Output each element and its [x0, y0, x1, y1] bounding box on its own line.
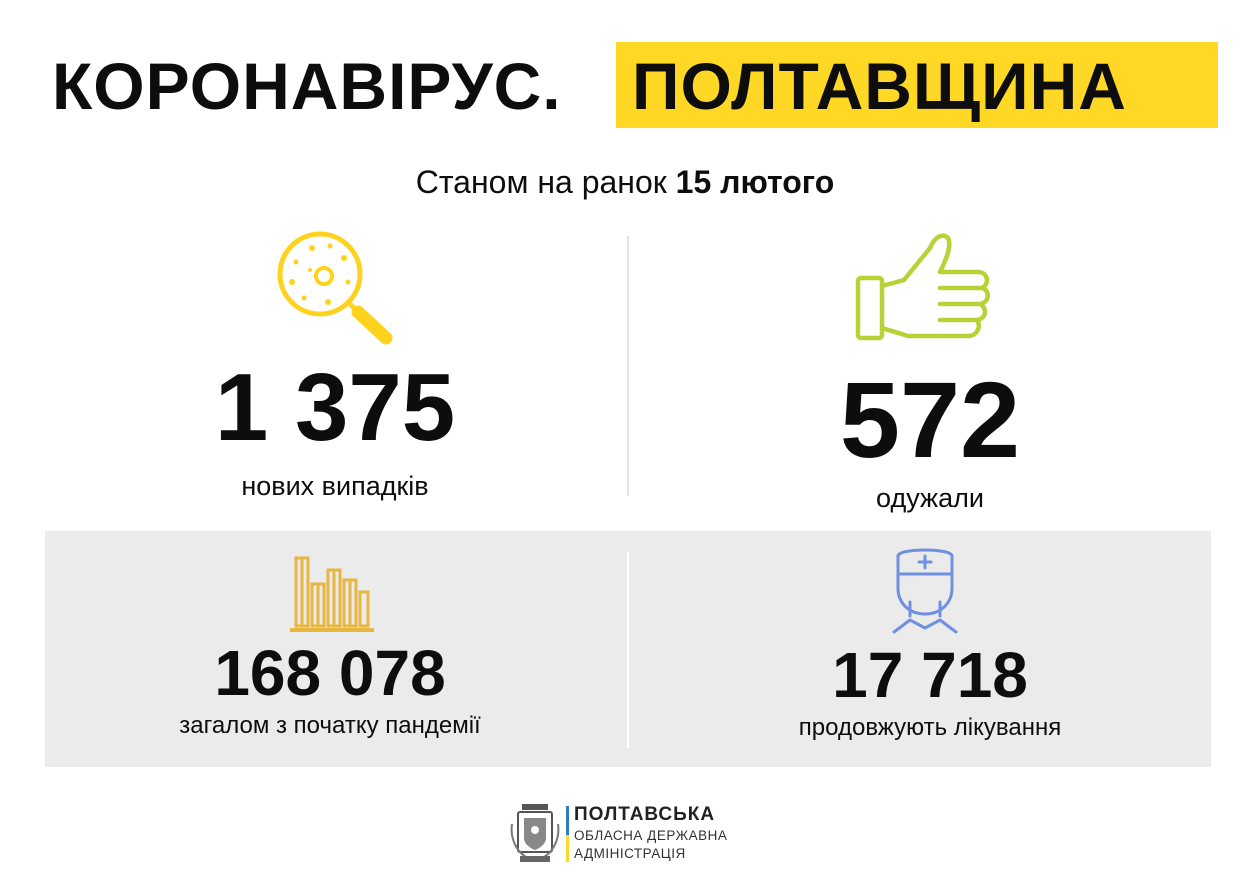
footer-flag-blue: [566, 806, 569, 862]
new-cases-value: 1 375: [214, 354, 456, 461]
footer-org-line1: ПОЛТАВСЬКА: [574, 804, 716, 825]
recovered-label: одужали: [876, 483, 984, 513]
footer-org-line3: АДМІНІСТРАЦІЯ: [574, 846, 686, 861]
bottom-divider: [627, 552, 629, 748]
treatment-label: продовжують лікування: [798, 714, 1062, 741]
total-value: 168 078: [214, 637, 446, 709]
top-divider: [627, 236, 629, 496]
date-value: 15 лютого: [675, 164, 835, 200]
title-koronavirus: КОРОНАВІРУС.: [52, 49, 562, 123]
title-highlight-box: [616, 42, 1218, 128]
doctor-icon: [892, 548, 958, 634]
footer-org-line2: ОБЛАСНА ДЕРЖАВНА: [574, 828, 728, 843]
title-region: ПОЛТАВЩИНА: [632, 49, 1127, 123]
total-label: загалом з початку пандемії: [179, 712, 481, 739]
bar-chart-icon: [290, 556, 374, 632]
recovered-value: 572: [839, 359, 1021, 480]
magnifier-virus-icon: [277, 231, 393, 345]
date-prefix: Станом на ранок: [415, 164, 667, 200]
treatment-value: 17 718: [832, 639, 1028, 711]
footer-flag-yellow: [566, 835, 569, 862]
new-cases-label: нових випадків: [241, 471, 429, 501]
date-line: Станом на ранок 15 лютого: [0, 160, 1250, 204]
coat-of-arms-logo: [510, 804, 560, 862]
thumbs-up-icon: [855, 233, 990, 341]
